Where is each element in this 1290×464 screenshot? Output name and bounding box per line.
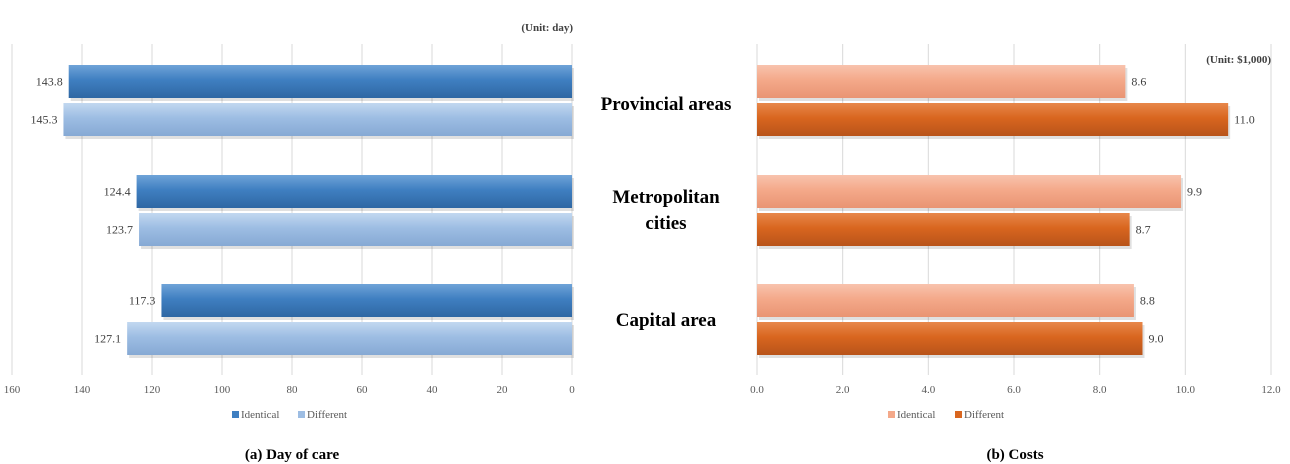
data-label-b-provincial-areas-different: 11.0 — [1234, 113, 1255, 127]
bar-a-metropolitan-cities-identical — [136, 175, 572, 208]
category-label-cities: cities — [645, 213, 686, 234]
bar-a-provincial-areas-different — [63, 103, 572, 136]
category-label-metropolitan: Metropolitan — [612, 187, 720, 208]
data-label-a-metropolitan-cities-identical: 124.4 — [104, 185, 131, 199]
caption-a: (a) Day of care — [245, 447, 340, 463]
data-label-b-provincial-areas-identical: 8.6 — [1131, 75, 1146, 89]
tick-label-a-1: 140 — [74, 384, 91, 396]
data-label-b-capital-area-identical: 8.8 — [1140, 294, 1155, 308]
tick-label-a-5: 60 — [357, 384, 369, 396]
bar-b-metropolitan-cities-identical — [757, 175, 1182, 208]
tick-label-b-1: 2.0 — [836, 384, 850, 396]
legend-swatch-b-different — [955, 411, 962, 418]
bar-b-capital-area-different — [757, 322, 1143, 355]
data-label-b-capital-area-different: 9.0 — [1149, 332, 1164, 346]
tick-label-b-4: 8.0 — [1093, 384, 1107, 396]
tick-labels-b: 0.0 2.0 4.0 6.0 8.0 10.0 12.0 — [750, 384, 1281, 396]
unit-note-a: (Unit: day) — [521, 22, 573, 34]
data-label-a-capital-area-identical: 117.3 — [129, 294, 156, 308]
tick-label-b-2: 4.0 — [921, 384, 935, 396]
category-labels: Provincial areas Metropolitan cities Cap… — [601, 94, 732, 331]
tick-label-a-8: 0 — [569, 384, 575, 396]
tick-label-a-2: 120 — [144, 384, 161, 396]
bar-a-metropolitan-cities-different — [139, 213, 573, 246]
legend-a: Identical Different — [232, 409, 347, 421]
tick-label-b-5: 10.0 — [1176, 384, 1196, 396]
panel-costs: 8.6 11.0 9.9 8.7 8.8 9.0 0.0 2.0 4.0 6.0 8.0 10.0 1… — [750, 44, 1281, 463]
legend-label-a-different: Different — [307, 409, 347, 421]
tick-label-b-0: 0.0 — [750, 384, 764, 396]
legend-label-b-different: Different — [964, 409, 1004, 421]
tick-label-a-0: 160 — [4, 384, 21, 396]
data-label-a-capital-area-different: 127.1 — [94, 332, 121, 346]
data-labels-a: 143.8 145.3 124.4 123.7 117.3 127.1 — [30, 75, 155, 346]
data-label-a-provincial-areas-different: 145.3 — [30, 113, 57, 127]
bar-b-provincial-areas-identical — [757, 65, 1126, 98]
category-label-capital: Capital area — [616, 310, 717, 331]
data-label-b-metropolitan-cities-different: 8.7 — [1136, 223, 1151, 237]
tick-label-a-3: 100 — [214, 384, 231, 396]
legend-label-a-identical: Identical — [241, 409, 279, 421]
bar-b-provincial-areas-different — [757, 103, 1229, 136]
unit-note-b: (Unit: $1,000) — [1206, 54, 1271, 66]
bar-b-metropolitan-cities-different — [757, 213, 1130, 246]
bar-a-provincial-areas-identical — [68, 65, 572, 98]
legend-b: Identical Different — [888, 409, 1004, 421]
caption-b: (b) Costs — [986, 447, 1043, 463]
tick-labels-a: 160 140 120 100 80 60 40 20 0 — [4, 384, 576, 396]
tick-label-b-6: 12.0 — [1261, 384, 1281, 396]
bar-a-capital-area-different — [127, 322, 573, 355]
legend-swatch-a-identical — [232, 411, 239, 418]
legend-swatch-a-different — [298, 411, 305, 418]
tick-label-a-7: 20 — [497, 384, 509, 396]
gridlines-b — [756, 44, 1272, 375]
data-label-a-provincial-areas-identical: 143.8 — [36, 75, 63, 89]
bars-b — [757, 65, 1231, 358]
data-label-a-metropolitan-cities-different: 123.7 — [106, 223, 133, 237]
tick-label-a-6: 40 — [427, 384, 439, 396]
bar-b-capital-area-identical — [757, 284, 1134, 317]
data-labels-b: 8.6 11.0 9.9 8.7 8.8 9.0 — [1131, 75, 1254, 346]
category-label-provincial: Provincial areas — [601, 94, 732, 115]
gridlines-a — [11, 44, 573, 375]
bars-a — [63, 65, 575, 358]
panel-day-of-care: 143.8 145.3 124.4 123.7 117.3 127.1 160 140 120… — [4, 22, 576, 463]
tick-label-b-3: 6.0 — [1007, 384, 1021, 396]
bar-a-capital-area-identical — [161, 284, 572, 317]
tick-label-a-4: 80 — [287, 384, 299, 396]
legend-swatch-b-identical — [888, 411, 895, 418]
legend-label-b-identical: Identical — [897, 409, 935, 421]
data-label-b-metropolitan-cities-identical: 9.9 — [1187, 185, 1202, 199]
